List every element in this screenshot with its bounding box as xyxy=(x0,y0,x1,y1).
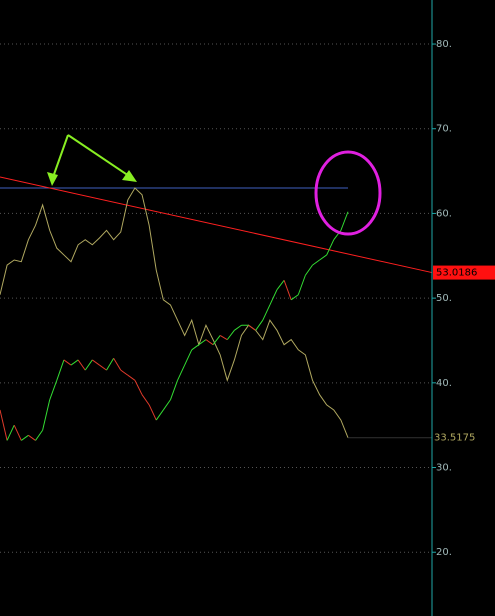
trendline xyxy=(0,176,433,274)
line-segment xyxy=(21,434,29,441)
line-series xyxy=(0,187,349,438)
line-segment xyxy=(255,319,264,331)
line-segment xyxy=(113,358,122,371)
line-segment xyxy=(191,344,200,351)
line-segment xyxy=(177,364,186,381)
highlight-circle xyxy=(314,150,382,236)
line-segment xyxy=(276,280,285,290)
line-segment xyxy=(319,254,327,261)
line-segment xyxy=(120,369,129,376)
y-tick-label: 80. xyxy=(436,39,452,50)
line-segment xyxy=(42,399,51,431)
line-segment xyxy=(340,211,349,231)
line-segment xyxy=(312,259,320,266)
line-segment xyxy=(269,289,278,306)
line-segment xyxy=(0,409,8,441)
line-segment xyxy=(155,409,164,421)
value-label: 33.5175 xyxy=(434,433,475,444)
price-tag-label: 53.0186 xyxy=(436,268,477,279)
y-tick-label: 60. xyxy=(436,208,452,219)
y-tick-label: 20. xyxy=(436,547,452,558)
line-segment xyxy=(56,359,65,381)
line-segment xyxy=(198,339,207,346)
line-segment xyxy=(92,359,100,366)
y-tick-label: 70. xyxy=(436,124,452,135)
line-segment xyxy=(326,239,335,256)
line-segment xyxy=(219,334,228,341)
line-segment xyxy=(169,380,179,400)
line-segment xyxy=(212,335,221,346)
line-segment xyxy=(290,294,299,301)
line-segment xyxy=(35,429,44,441)
line-segment xyxy=(127,374,136,381)
line-segment xyxy=(99,364,107,371)
plot xyxy=(0,43,433,553)
line-segment xyxy=(13,424,22,441)
line-segment xyxy=(6,424,15,441)
line-segment xyxy=(141,394,150,406)
y-tick-label: 30. xyxy=(436,463,452,474)
line-segment xyxy=(63,359,72,366)
price-tag xyxy=(433,265,495,280)
line-segment xyxy=(234,324,242,331)
arrow xyxy=(51,134,69,181)
line-segment xyxy=(248,324,256,331)
annotations xyxy=(47,134,382,236)
line-segment xyxy=(134,380,143,395)
line-segment xyxy=(205,339,214,346)
line-segment xyxy=(77,359,86,371)
line-segment xyxy=(162,399,171,411)
line-segment xyxy=(262,304,271,321)
line-segment xyxy=(49,380,58,400)
line-segment xyxy=(84,359,93,371)
arrow-head xyxy=(122,170,137,182)
line-segment xyxy=(70,359,79,366)
arrow xyxy=(67,134,133,179)
line-segment xyxy=(304,264,313,276)
line-segment xyxy=(106,358,115,371)
arrow-head xyxy=(47,172,58,186)
line-segment xyxy=(28,434,36,441)
line-segment xyxy=(148,404,157,421)
line-segment xyxy=(184,349,193,366)
y-tick-label: 40. xyxy=(436,378,452,389)
y-tick-label: 50. xyxy=(436,293,452,304)
line-segment xyxy=(226,330,235,340)
line-segment xyxy=(283,280,292,300)
line-segment xyxy=(297,275,306,295)
